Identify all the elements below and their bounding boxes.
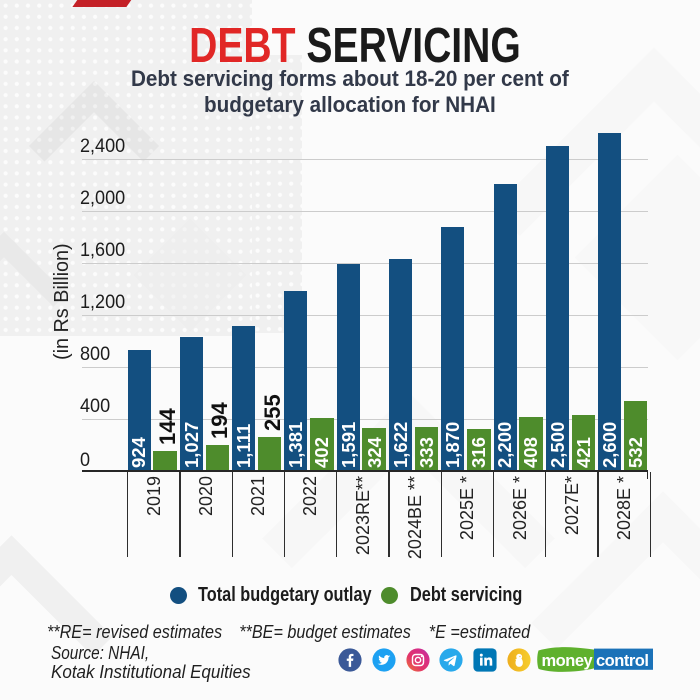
svg-text:money: money: [542, 652, 594, 670]
svg-text:control: control: [596, 652, 648, 670]
